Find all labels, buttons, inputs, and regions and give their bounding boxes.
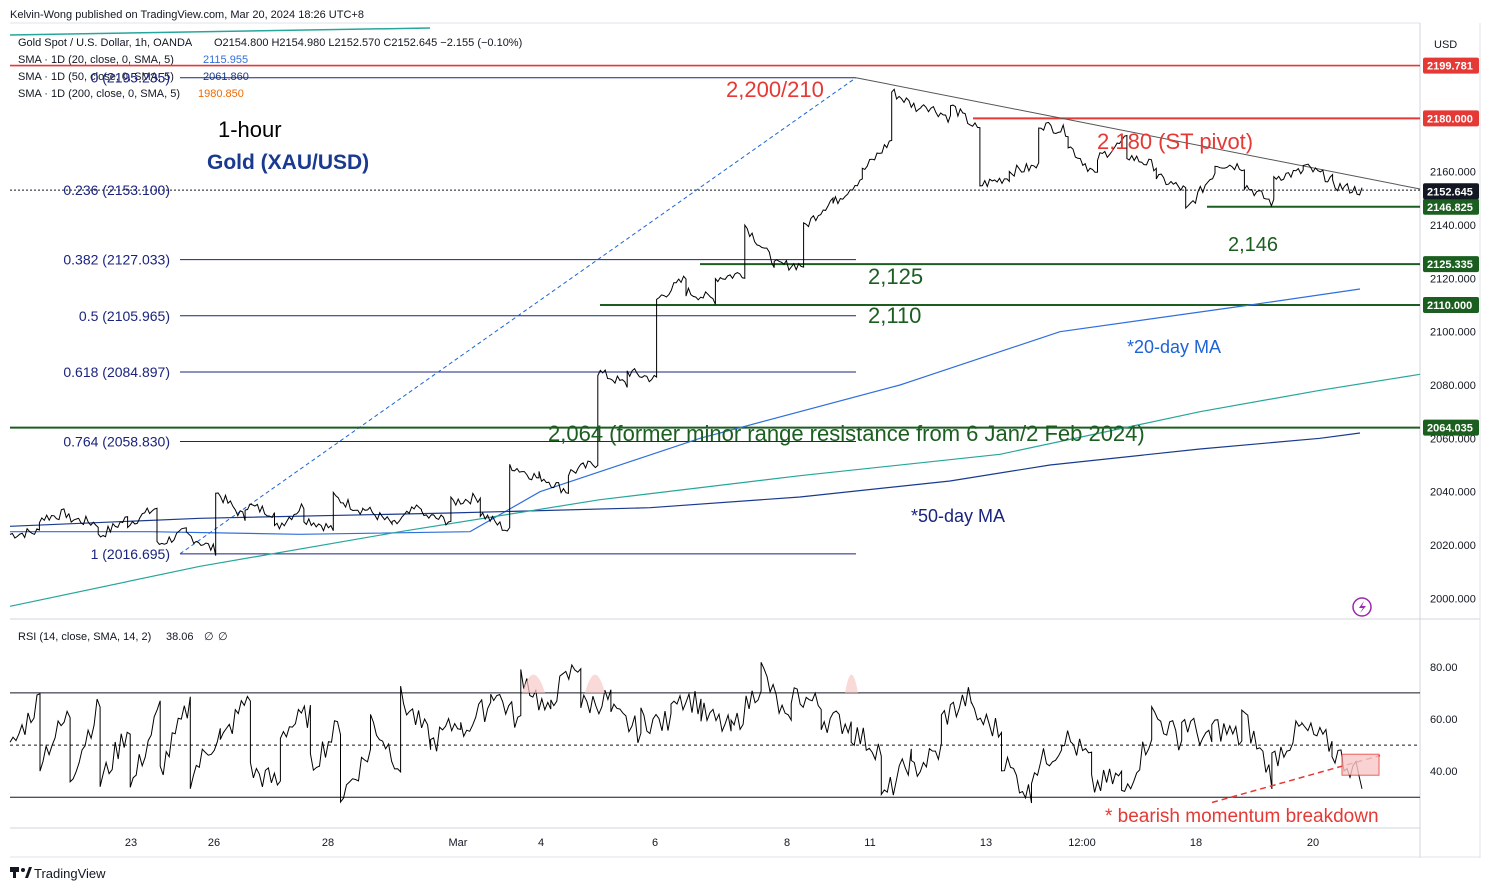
price-tag-box <box>1423 57 1479 74</box>
price-tick-label: 2020.000 <box>1430 540 1476 552</box>
price-tag-box <box>1423 198 1479 215</box>
time-tick-label: 18 <box>1190 837 1202 849</box>
trendlines <box>855 77 1421 190</box>
price-tag-box <box>1423 183 1479 200</box>
rsi-axis-ticks: 40.00 60.00 80.00 <box>1430 662 1458 778</box>
price-tag-box <box>1423 297 1479 313</box>
footer-brand: TradingView <box>34 866 106 881</box>
support-2146-label: 2,146 <box>1228 234 1278 256</box>
descending-trendline <box>855 77 1421 190</box>
time-axis-ticks: 23 26 28 Mar 4 6 8 11 13 12:00 18 20 <box>125 837 1319 849</box>
fib-trend-line <box>179 77 857 555</box>
time-tick-label: 26 <box>208 837 220 849</box>
time-tick-label: 20 <box>1307 837 1319 849</box>
key-levels <box>10 64 1420 429</box>
sma200-label: SMA · 1D (200, close, 0, SMA, 5) <box>18 88 180 100</box>
rsi-null-1: ∅ <box>204 631 214 643</box>
price-tick-label: 2120.000 <box>1430 273 1476 285</box>
fib-level-label: 0.5 (2105.965) <box>79 308 170 324</box>
price-tag-label: 2125.335 <box>1427 259 1473 271</box>
rsi-breakdown-box <box>1341 753 1380 776</box>
price-tag-label: 2146.825 <box>1427 202 1473 214</box>
sma-series-line <box>10 288 1361 535</box>
price-tick-label: 2040.000 <box>1430 487 1476 499</box>
time-tick-label: 23 <box>125 837 137 849</box>
sma20-label: SMA · 1D (20, close, 0, SMA, 5) <box>18 54 174 66</box>
price-line <box>9 88 1363 556</box>
price-tag-box <box>1423 419 1479 436</box>
time-tick-label: 28 <box>322 837 334 849</box>
price-tag-label: 2152.645 <box>1427 186 1473 198</box>
rsi-overbought-fill <box>522 674 545 693</box>
sma200-value: 1980.850 <box>198 88 244 100</box>
timeframe-title: 1-hour <box>218 117 282 142</box>
alert-lightning-icon[interactable] <box>1352 597 1372 617</box>
resistance-label: 2,200/210 <box>726 77 824 102</box>
bearish-momentum-label: * bearish momentum breakdown <box>1105 806 1379 827</box>
price-tag-label: 2110.000 <box>1427 300 1472 312</box>
price-tick-label: 2160.000 <box>1430 167 1476 179</box>
rsi-label: RSI (14, close, SMA, 14, 2) <box>18 631 151 643</box>
instrument-subtitle: Gold (XAU/USD) <box>207 151 369 174</box>
fib-level-label: 0.618 (2084.897) <box>63 364 170 380</box>
time-tick-label: 4 <box>538 837 544 849</box>
fib-level-label: 1 (2016.695) <box>91 546 170 562</box>
price-tag-label: 2064.035 <box>1427 423 1473 435</box>
price-tick-label: 2100.000 <box>1430 327 1476 339</box>
st-pivot-label: 2,180 (ST pivot) <box>1097 129 1253 154</box>
support-2125-label: 2,125 <box>868 264 923 289</box>
rsi-line <box>9 662 1363 804</box>
fib-level-label: 0.764 (2058.830) <box>63 433 170 449</box>
price-axis-tags: 2199.781 2180.000 2146.825 2125.335 2110.000… <box>1423 57 1479 436</box>
time-tick-label: Mar <box>449 837 468 849</box>
fib-level-label: 0.236 (2153.100) <box>63 182 170 198</box>
rsi-series <box>9 662 1420 804</box>
sma50-value: 2061.860 <box>203 71 249 83</box>
price-tag-box <box>1423 110 1479 127</box>
sma-series-line <box>9 432 1361 527</box>
moving-averages <box>9 288 1421 607</box>
sma-series-line <box>9 373 1421 607</box>
currency-label[interactable]: USD <box>1434 39 1457 51</box>
publisher-line: Kelvin-Wong published on TradingView.com… <box>10 9 364 21</box>
support-2110-label: 2,110 <box>868 303 921 328</box>
ohlc-values: O2154.800 H2154.980 L2152.570 C2152.645 … <box>214 37 522 49</box>
price-tag-label: 2180.000 <box>1427 113 1473 125</box>
symbol-line: Gold Spot / U.S. Dollar, 1h, OANDA <box>18 37 193 49</box>
time-tick-label: 8 <box>784 837 790 849</box>
price-tick-label: 2060.000 <box>1430 433 1476 445</box>
price-tick-label: 2080.000 <box>1430 380 1476 392</box>
sma20-value: 2115.955 <box>203 54 248 66</box>
price-series <box>9 88 1363 556</box>
price-tick-label: 2000.000 <box>1430 593 1476 605</box>
time-tick-label: 13 <box>980 837 992 849</box>
tradingview-logo-icon <box>10 867 32 878</box>
rsi-tick-label: 80.00 <box>1430 662 1458 674</box>
ma50-label: *50-day MA <box>911 506 1005 526</box>
support-2064-label: 2,064 (former minor range resistance fro… <box>548 421 1145 446</box>
fibonacci-retracement: 0 (2195.235) 0.236 (2153.100) 0.382 (2127.… <box>10 70 1420 562</box>
time-tick-label: 11 <box>864 837 875 849</box>
rsi-overbought-fill <box>585 674 605 693</box>
price-axis-ticks: 2000.000 2020.000 2040.000 2060.000 2080.000… <box>1430 167 1476 606</box>
rsi-overbought-fill <box>845 674 858 693</box>
price-tag-label: 2199.781 <box>1427 61 1473 73</box>
price-tick-label: 2140.000 <box>1430 220 1476 232</box>
rsi-tick-label: 60.00 <box>1430 714 1458 726</box>
time-tick-label: 6 <box>652 837 658 849</box>
rsi-null-2: ∅ <box>218 631 228 643</box>
rsi-value: 38.06 <box>166 631 194 643</box>
sma50-label: SMA · 1D (50, close, 0, SMA, 5) <box>18 71 174 83</box>
fib-level-label: 0.382 (2127.033) <box>63 252 170 268</box>
price-tag-box <box>1423 256 1479 273</box>
rsi-tick-label: 40.00 <box>1430 766 1458 778</box>
sma200-lead-line <box>9 27 431 36</box>
time-tick-label: 12:00 <box>1068 837 1096 849</box>
fib-level-label: 0 (2195.235) <box>91 70 170 86</box>
ma20-label: *20-day MA <box>1127 337 1221 357</box>
